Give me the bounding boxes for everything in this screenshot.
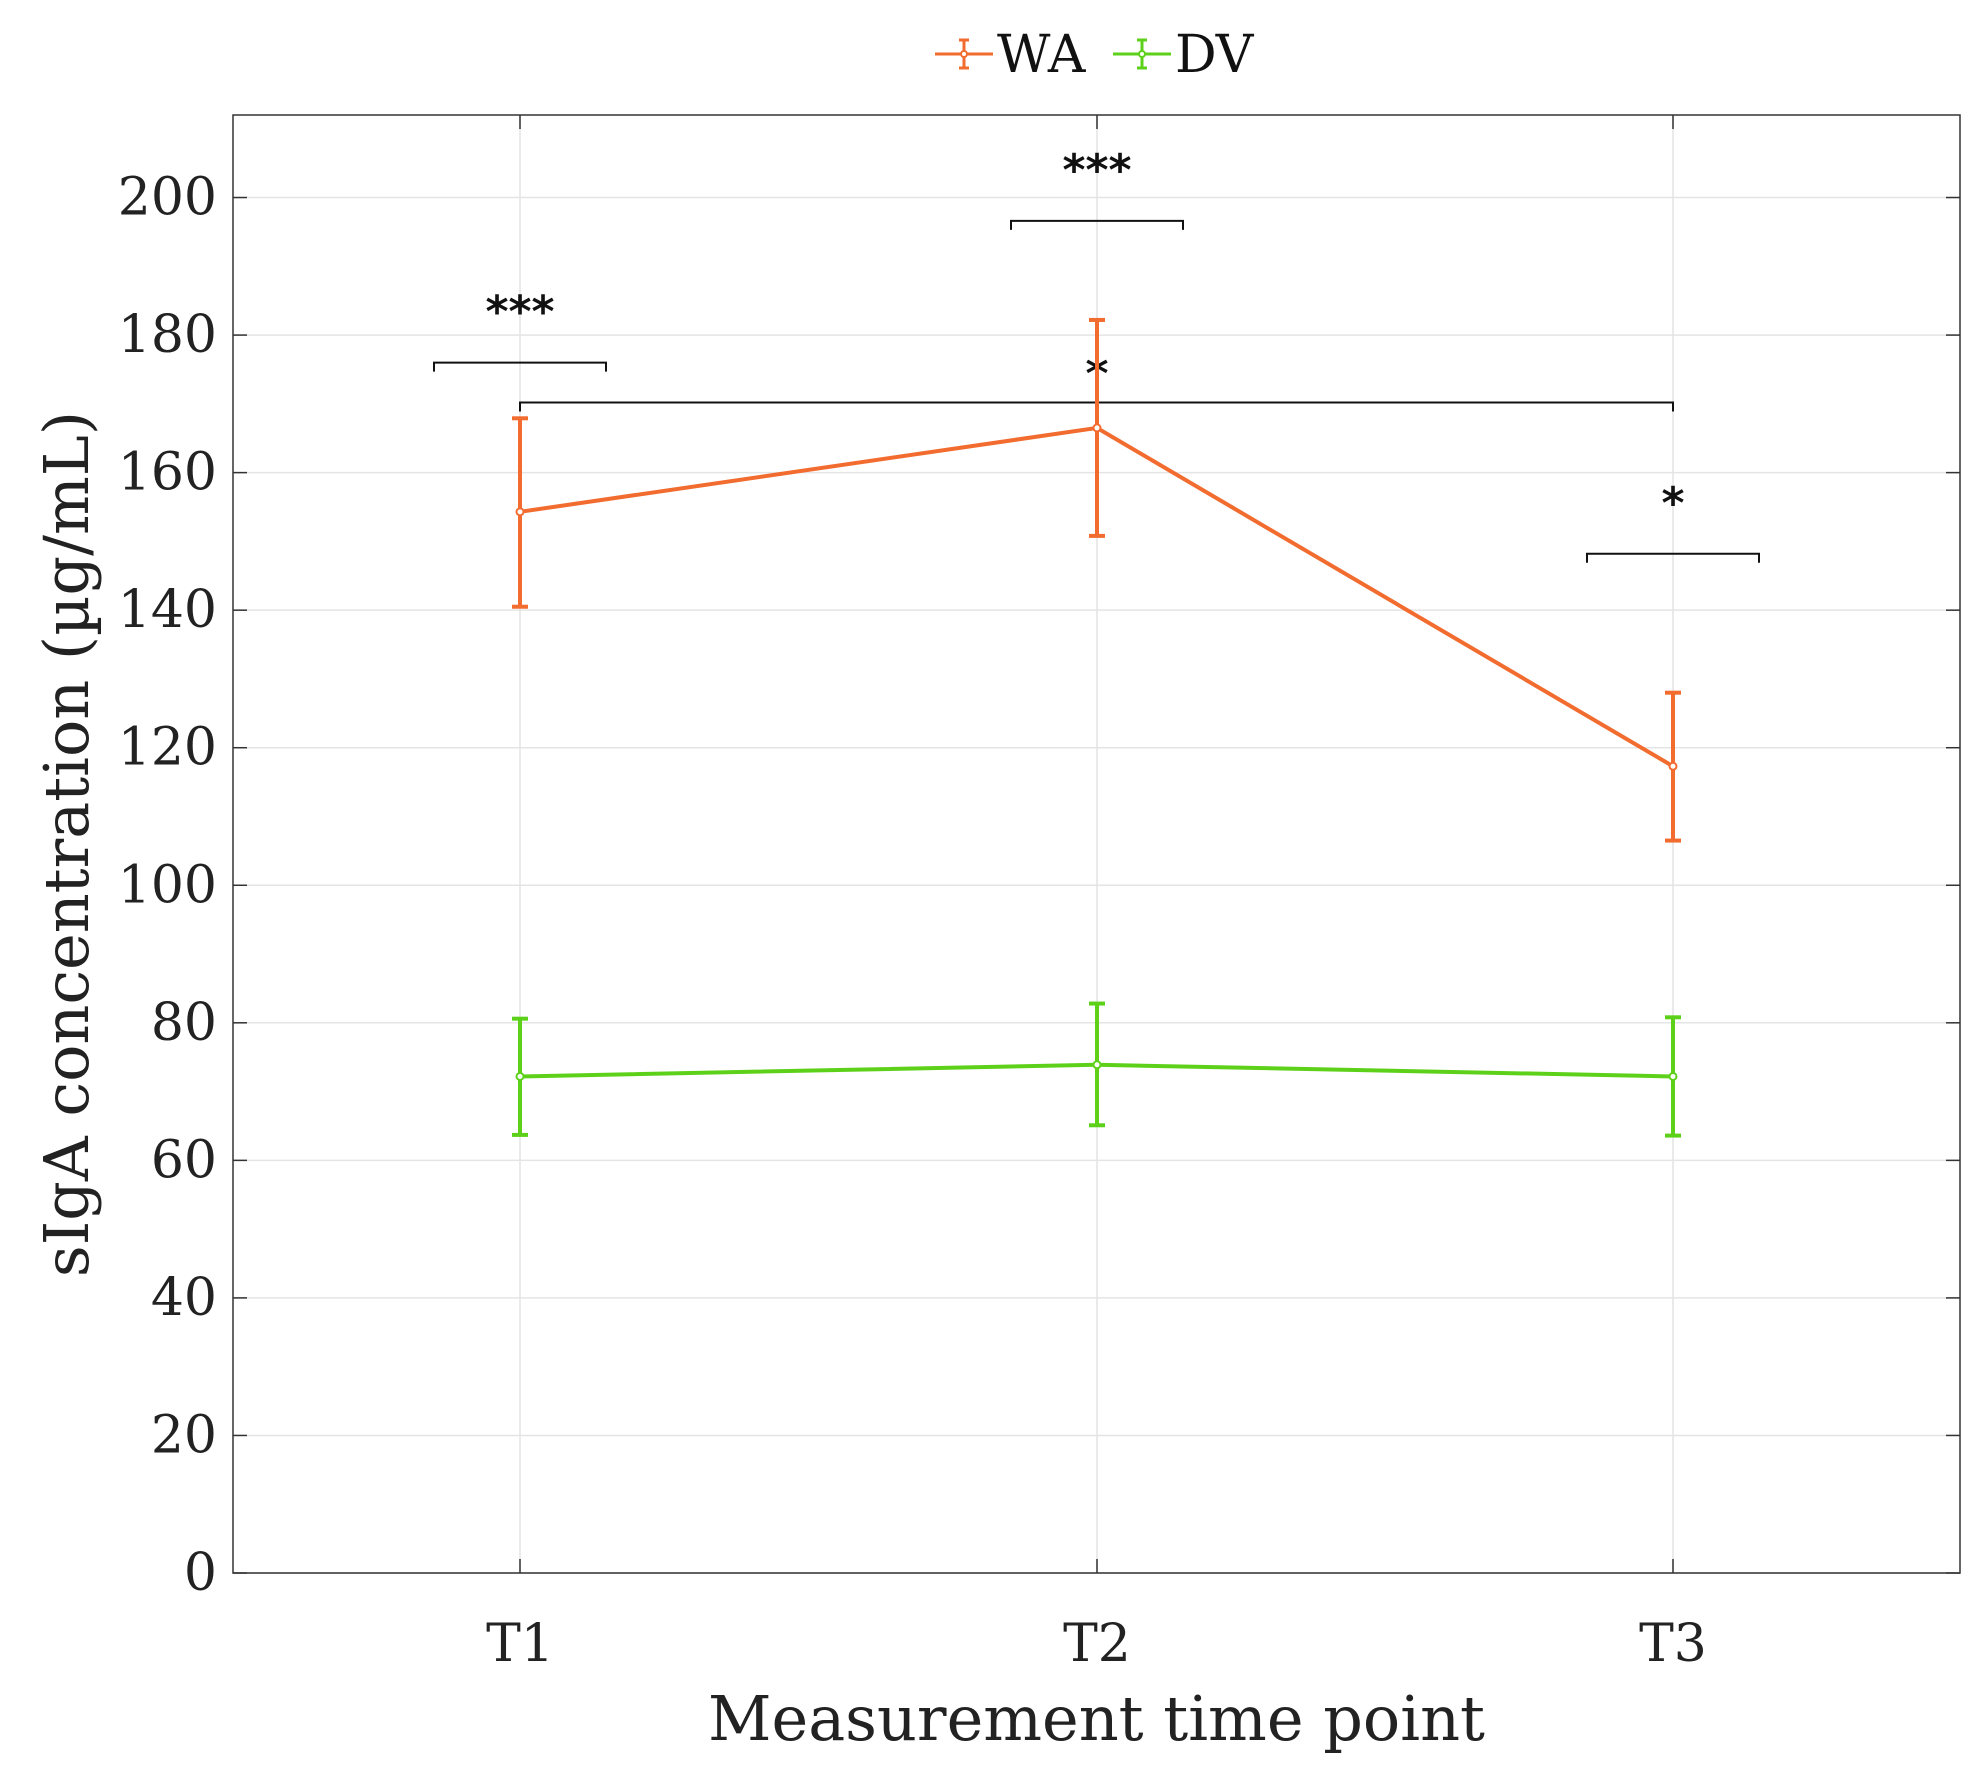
legend-marker	[1138, 50, 1146, 58]
data-point	[515, 1071, 525, 1081]
significance-bracket	[1586, 552, 1760, 563]
legend-label: WA	[997, 25, 1087, 85]
y-tick-label: 160	[118, 443, 217, 503]
x-tick-label: T3	[1639, 1614, 1707, 1674]
data-point	[1092, 423, 1102, 433]
y-axis-title: sIgA concentration (µg/mL)	[30, 411, 103, 1277]
y-tick-label: 0	[184, 1543, 217, 1603]
y-axis-tick-labels: 0 20 40 60 80 100 120 140 160 180 200	[118, 168, 217, 1603]
data-point	[1668, 1071, 1678, 1081]
significance-bracket	[433, 361, 607, 372]
x-tick-label: T1	[486, 1614, 554, 1674]
y-tick-label: 180	[118, 305, 217, 365]
data-point	[1668, 761, 1678, 771]
legend-entry-dv: DV	[1113, 25, 1255, 85]
legend: WA DV	[935, 25, 1255, 85]
y-tick-label: 120	[118, 718, 217, 778]
significance-label: ***	[485, 287, 554, 338]
y-tick-label: 100	[118, 855, 217, 915]
x-tick-label: T2	[1063, 1614, 1131, 1674]
significance-label: ***	[1062, 145, 1131, 196]
legend-label: DV	[1175, 25, 1255, 85]
legend-entry-wa: WA	[935, 25, 1087, 85]
significance-bracket	[1010, 219, 1184, 230]
y-tick-label: 140	[118, 580, 217, 640]
x-axis-tick-labels: T1 T2 T3	[486, 1614, 1707, 1674]
y-tick-label: 80	[151, 993, 217, 1053]
significance-label: *	[1661, 478, 1684, 529]
series-dv	[512, 1001, 1681, 1138]
legend-marker	[960, 50, 968, 58]
series-layer	[512, 317, 1681, 1138]
data-point	[1092, 1060, 1102, 1070]
x-axis-title: Measurement time point	[708, 1682, 1485, 1755]
y-tick-label: 20	[151, 1405, 217, 1465]
data-point	[515, 507, 525, 517]
y-tick-label: 60	[151, 1130, 217, 1190]
y-tick-label: 200	[118, 168, 217, 228]
axis-ticks	[233, 115, 1960, 1574]
y-tick-label: 40	[151, 1268, 217, 1328]
series-wa	[512, 317, 1681, 843]
